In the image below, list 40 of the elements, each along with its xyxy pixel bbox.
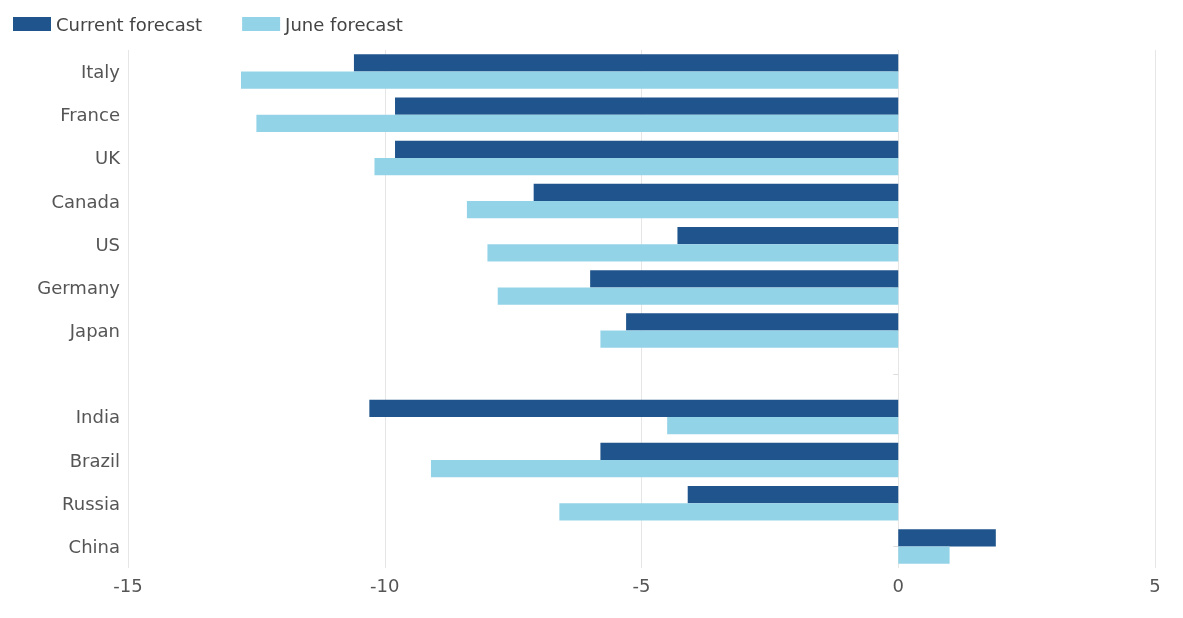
bar bbox=[559, 503, 899, 521]
bar bbox=[600, 330, 899, 348]
bar bbox=[256, 114, 899, 133]
legend-label: June forecast bbox=[284, 13, 403, 35]
bar bbox=[497, 287, 899, 305]
legend-label: Current forecast bbox=[56, 13, 203, 35]
bar bbox=[626, 313, 899, 331]
bar bbox=[374, 157, 899, 176]
y-tick-label: Japan bbox=[68, 320, 120, 342]
bar bbox=[395, 140, 899, 158]
bar bbox=[466, 201, 899, 219]
bar bbox=[667, 416, 899, 435]
y-tick-label: France bbox=[60, 104, 120, 126]
bar bbox=[369, 399, 899, 417]
bar bbox=[600, 442, 899, 461]
y-tick-label: Brazil bbox=[69, 449, 120, 471]
bar bbox=[898, 529, 996, 547]
y-tick-label: Italy bbox=[80, 61, 121, 83]
bar bbox=[533, 183, 899, 202]
bar bbox=[590, 270, 899, 288]
bar bbox=[240, 71, 899, 89]
y-tick-label: Canada bbox=[51, 190, 120, 212]
y-tick-label: China bbox=[68, 535, 120, 557]
bar bbox=[487, 244, 899, 262]
bar bbox=[430, 460, 899, 478]
y-tick-label: India bbox=[75, 406, 120, 428]
x-tick-label: -5 bbox=[632, 574, 651, 596]
bar bbox=[353, 54, 899, 72]
bar bbox=[687, 485, 899, 504]
x-tick-label: 5 bbox=[1149, 574, 1161, 596]
bar bbox=[395, 97, 899, 115]
x-tick-label: 0 bbox=[892, 574, 904, 596]
y-tick-label: UK bbox=[95, 147, 122, 169]
y-tick-label: Germany bbox=[37, 276, 121, 298]
x-tick-label: -10 bbox=[370, 574, 400, 596]
bar bbox=[677, 226, 899, 245]
y-tick-label: Russia bbox=[62, 492, 120, 514]
bar bbox=[898, 546, 950, 564]
x-tick-label: -15 bbox=[113, 574, 143, 596]
y-tick-label: US bbox=[95, 233, 120, 255]
